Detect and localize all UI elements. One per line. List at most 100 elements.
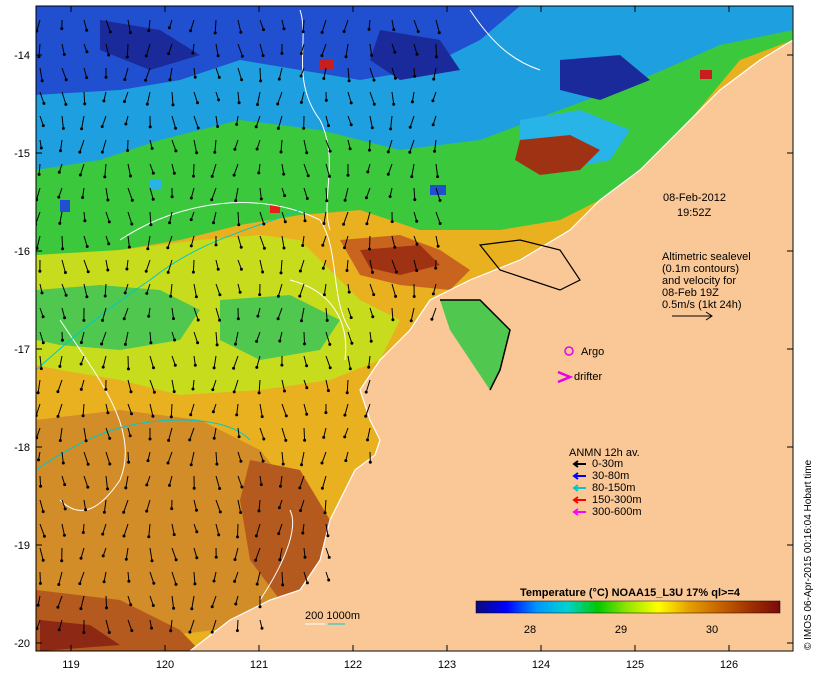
velocity-arrow-head [144,54,148,58]
velocity-arrow [410,307,415,321]
velocity-arrow-head [283,389,286,393]
velocity-arrow [105,451,111,465]
velocity-arrow-head [41,315,45,319]
velocity-arrow [413,259,418,271]
velocity-arrow-head [124,486,128,490]
velocity-arrow-head [239,511,243,514]
velocity-arrow [104,163,107,177]
velocity-arrow [103,91,107,102]
velocity-arrow [344,187,349,201]
velocity-arrow-head [258,605,262,609]
velocity-arrow [83,67,88,78]
velocity-arrow-head [84,439,88,443]
velocity-arrow-head [345,269,349,272]
velocity-arrow-head [81,196,85,199]
velocity-arrow [235,187,239,201]
velocity-arrow [190,403,195,415]
velocity-arrow-head [259,197,263,201]
velocity-arrow [277,307,283,319]
velocity-arrow-head [255,365,259,369]
velocity-arrow [367,427,371,441]
velocity-arrow [57,403,63,417]
velocity-arrow-head [126,367,130,371]
velocity-arrow-head [60,27,64,31]
velocity-arrow [413,43,418,55]
velocity-arrow [323,67,327,79]
velocity-arrow [148,19,151,31]
velocity-arrow-head [145,509,149,513]
velocity-arrow [302,523,305,534]
velocity-arrow [79,163,85,176]
velocity-arrow-head [218,510,222,514]
velocity-arrow [61,475,66,485]
velocity-arrow [259,403,263,417]
velocity-arrow [193,139,198,153]
velocity-arrow [369,259,373,273]
velocity-arrow-head [324,411,328,415]
velocity-arrow-head [101,365,105,369]
velocity-arrow [347,67,350,81]
velocity-arrow [192,259,195,273]
velocity-arrow [391,259,397,273]
velocity-arrow-head [168,221,172,225]
velocity-arrow [259,43,264,56]
velocity-arrow-head [305,197,309,200]
velocity-arrow [80,379,85,390]
velocity-arrow-head [408,150,412,154]
velocity-arrow-head [232,390,236,394]
velocity-arrow-head [102,580,106,584]
velocity-arrow-head [237,101,241,105]
velocity-arrow-head [189,244,193,248]
velocity-arrow-head [100,125,104,129]
velocity-arrow [255,115,261,127]
velocity-arrow-head [57,583,61,586]
velocity-arrow [193,163,195,177]
velocity-arrow [259,19,264,30]
velocity-arrow [411,163,415,177]
velocity-arrow [390,115,393,129]
velocity-arrow-head [255,582,259,586]
velocity-arrow [236,403,239,415]
velocity-arrow-head [328,174,331,178]
velocity-arrow-head [218,318,222,322]
velocity-arrow-head [277,506,281,510]
velocity-arrow-head [63,316,67,320]
velocity-arrow-head [301,531,305,535]
velocity-arrow-head [169,294,173,298]
velocity-arrow-head [147,535,151,539]
velocity-arrow-head [60,338,64,342]
velocity-arrow-head [393,76,397,80]
velocity-arrow-head [367,365,371,369]
velocity-arrow-head [320,486,324,490]
velocity-arrow-head [410,100,414,104]
velocity-arrow-head [372,102,376,106]
velocity-arrow-head [107,631,111,634]
velocity-arrow [169,475,173,486]
velocity-arrow-head [235,413,239,417]
velocity-arrow [127,403,132,414]
velocity-arrow-head [256,314,260,318]
velocity-arrow-head [434,266,438,270]
velocity-arrow [59,355,63,367]
velocity-arrow [365,379,371,393]
velocity-arrow [256,139,261,150]
velocity-arrow [369,331,372,342]
velocity-arrow [281,403,287,417]
velocity-arrow-head [107,242,111,246]
colorbar-tick: 28 [524,624,536,636]
velocity-arrow-head [127,579,131,583]
velocity-arrow [169,211,173,223]
velocity-arrow-head [100,150,104,154]
svg-text:and velocity for: and velocity for [662,275,736,287]
velocity-arrow-head [281,583,285,587]
velocity-arrow-head [388,195,392,198]
velocity-arrow-head [102,99,106,103]
velocity-arrow [347,115,352,125]
anmn-legend-item: 0-30m [572,458,623,470]
velocity-arrow [347,307,352,318]
velocity-arrow [37,595,41,606]
velocity-arrow [83,427,87,441]
velocity-arrow-head [85,245,89,248]
velocity-arrow-head [213,150,217,154]
